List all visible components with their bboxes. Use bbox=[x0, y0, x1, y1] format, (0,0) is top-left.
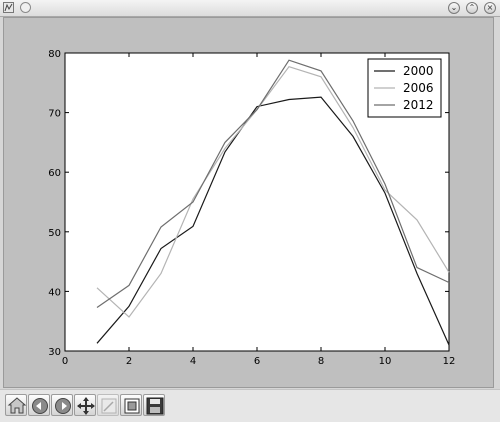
figure-canvas[interactable]: 0 2 4 6 8 10 12 30 40 50 60 70 80 2000 2006 2012 bbox=[3, 17, 494, 388]
zoom-button[interactable] bbox=[97, 394, 119, 416]
home-icon bbox=[6, 395, 28, 417]
y-tick-label: 30 bbox=[48, 347, 61, 358]
forward-button[interactable] bbox=[51, 394, 73, 416]
legend-label-2006: 2006 bbox=[403, 81, 434, 95]
close-icon[interactable]: × bbox=[484, 2, 496, 14]
minimize-icon[interactable]: ⌄ bbox=[448, 2, 460, 14]
plot-app-icon[interactable] bbox=[3, 2, 14, 13]
window-titlebar: ⌄ ⌃ × bbox=[0, 0, 500, 17]
forward-arrow-icon bbox=[52, 395, 74, 417]
x-tick-label: 4 bbox=[190, 356, 196, 367]
x-tick-label: 8 bbox=[318, 356, 324, 367]
line-chart: 0 2 4 6 8 10 12 30 40 50 60 70 80 2000 2006 2012 bbox=[4, 18, 493, 387]
pan-button[interactable] bbox=[74, 394, 96, 416]
move-arrows-icon bbox=[75, 395, 97, 417]
legend-label-2000: 2000 bbox=[403, 64, 434, 78]
maximize-icon[interactable]: ⌃ bbox=[466, 2, 478, 14]
zoom-rect-icon bbox=[98, 395, 120, 417]
y-tick-label: 60 bbox=[48, 168, 61, 179]
subplots-icon bbox=[121, 395, 143, 417]
back-button[interactable] bbox=[28, 394, 50, 416]
floppy-disk-icon bbox=[144, 395, 166, 417]
back-arrow-icon bbox=[29, 395, 51, 417]
legend-label-2012: 2012 bbox=[403, 98, 434, 112]
navigation-toolbar bbox=[0, 389, 500, 422]
y-tick-label: 70 bbox=[48, 109, 61, 120]
x-tick-label: 6 bbox=[254, 356, 260, 367]
x-tick-label: 12 bbox=[443, 356, 456, 367]
configure-subplots-button[interactable] bbox=[120, 394, 142, 416]
x-tick-label: 0 bbox=[62, 356, 68, 367]
window-menu-icon[interactable] bbox=[20, 2, 31, 13]
x-tick-label: 2 bbox=[126, 356, 132, 367]
home-button[interactable] bbox=[5, 394, 27, 416]
y-tick-label: 80 bbox=[48, 49, 61, 60]
x-tick-label: 10 bbox=[379, 356, 392, 367]
y-tick-label: 50 bbox=[48, 228, 61, 239]
y-tick-label: 40 bbox=[48, 287, 61, 298]
save-button[interactable] bbox=[143, 394, 165, 416]
